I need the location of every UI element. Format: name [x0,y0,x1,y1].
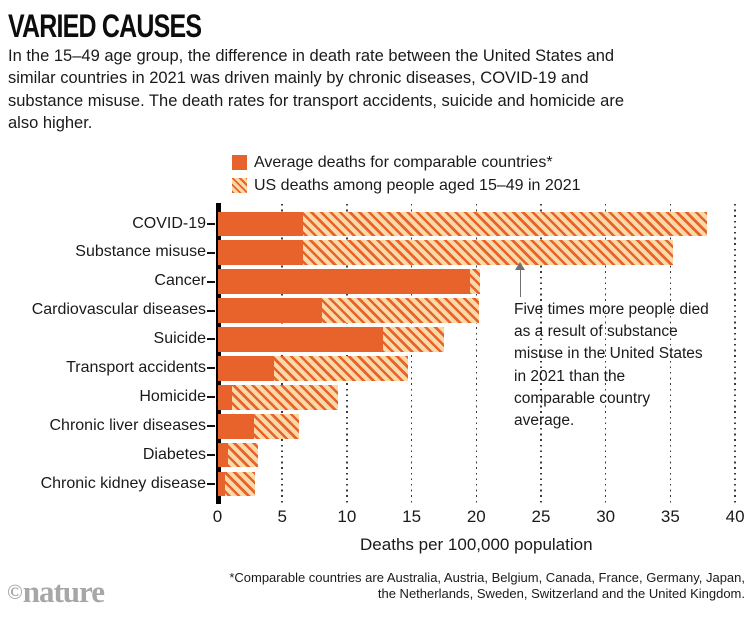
legend-item-us: US deaths among people aged 15–49 in 202… [232,174,580,197]
category-tick [207,222,215,225]
page-title: VARIED CAUSES [8,8,256,45]
category-label: Diabetes [142,445,206,463]
x-tick-label-30: 30 [596,507,616,526]
bar-us-4 [217,327,444,352]
category-tick [207,396,215,399]
category-tick [207,280,215,283]
bar-us-7 [217,414,300,439]
x-tick-label-5: 5 [277,507,287,526]
gridline-20 [475,204,478,506]
x-tick-label-40: 40 [725,507,745,526]
nature-logo: ©nature [7,574,105,610]
gridline-15 [410,204,413,506]
gridline-30 [604,204,607,506]
gridline-5 [281,204,283,506]
bar-average-1 [217,240,303,265]
bar-average-6 [217,385,232,410]
bar-chart-plot: COVID-19 Substance misuse Cancer Cardiovasc… [0,203,751,564]
bar-average-2 [217,269,470,294]
copyright-icon: © [7,580,23,604]
bar-us-9 [217,471,256,497]
bar-average-4 [217,327,384,352]
annotation-text: Five times more people died as a result … [514,301,709,430]
legend-label: Average deaths for comparable countries* [254,153,553,171]
annotation-arrow-line [519,269,522,297]
nature-logo-word: nature [22,574,105,609]
category-tick [207,483,215,486]
bar-us-0 [217,211,707,236]
bar-us-6 [217,385,338,410]
hatched-swatch-icon [232,178,247,193]
bar-average-0 [217,211,303,236]
bar-us-8 [217,442,258,468]
legend-item-average: Average deaths for comparable countries* [232,151,580,174]
bar-us-2 [217,269,481,294]
annotation-arrow-icon [515,262,525,270]
category-label: Cancer [154,272,206,290]
category-label: Transport accidents [66,359,206,377]
category-tick [207,367,215,370]
category-tick [207,251,215,254]
category-tick [207,338,215,341]
gridline-35 [669,204,672,506]
bar-average-8 [217,442,228,468]
intro-paragraph: In the 15–49 age group, the difference i… [8,47,625,133]
category-label: Suicide [153,330,206,348]
category-label: Homicide [139,388,206,406]
bar-us-3 [217,298,479,323]
category-label: Substance misuse [75,243,206,261]
x-tick-label-0: 0 [212,507,223,526]
category-label: Chronic kidney disease [40,474,206,492]
category-tick [207,454,215,457]
y-axis-line [216,203,221,504]
x-tick-label-10: 10 [337,507,357,526]
bar-us-5 [217,356,408,381]
x-tick-label-25: 25 [531,507,551,526]
bar-us-1 [217,240,673,265]
bar-average-3 [217,298,323,323]
bar-average-7 [217,414,254,439]
chart-legend: Average deaths for comparable countries*… [232,151,580,197]
x-tick-label-20: 20 [466,507,486,526]
category-tick [207,309,215,312]
x-tick-label-35: 35 [660,507,680,526]
gridline-40 [734,204,736,506]
category-tick [207,425,215,428]
legend-label: US deaths among people aged 15–49 in 202… [254,176,581,194]
footnote: *Comparable countries are Australia, Aus… [229,570,745,601]
category-label: Cardiovascular diseases [31,301,206,319]
gridline-25 [540,204,542,506]
page-title-text: VARIED CAUSES [8,8,202,44]
category-label: COVID-19 [132,214,206,232]
bar-average-5 [217,356,275,381]
category-label: Chronic liver diseases [49,417,206,434]
x-tick-label-15: 15 [402,507,422,526]
gridline-10 [346,204,348,506]
x-axis-title: Deaths per 100,000 population [360,535,593,554]
bar-average-9 [217,471,226,497]
solid-swatch-icon [232,155,247,170]
